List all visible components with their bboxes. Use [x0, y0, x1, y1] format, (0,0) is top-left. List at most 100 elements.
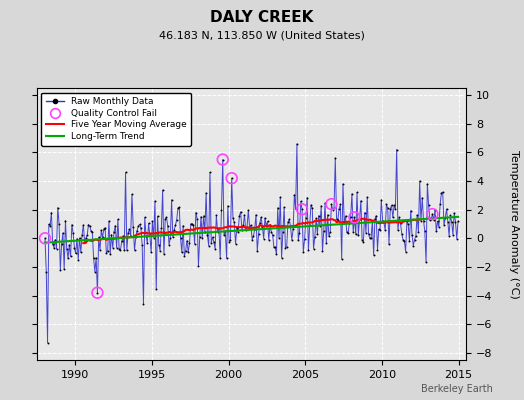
- Point: [224, 203, 232, 209]
- Point: [239, 222, 247, 229]
- Point: [332, 216, 341, 222]
- Point: [444, 218, 452, 225]
- Point: [199, 213, 208, 219]
- Point: [227, 175, 236, 181]
- Point: [404, 221, 412, 228]
- Point: [385, 241, 393, 248]
- Point: [384, 205, 392, 211]
- Point: [70, 245, 79, 251]
- Point: [171, 222, 180, 228]
- Point: [155, 242, 163, 248]
- Point: [222, 255, 231, 262]
- Point: [447, 219, 456, 225]
- Point: [410, 236, 419, 243]
- Point: [198, 234, 206, 241]
- Point: [328, 201, 336, 207]
- Point: [90, 255, 98, 261]
- Point: [226, 237, 235, 243]
- Point: [71, 250, 80, 256]
- Point: [187, 221, 195, 227]
- Point: [119, 233, 127, 239]
- Point: [97, 227, 105, 234]
- Point: [430, 217, 438, 224]
- Point: [209, 234, 217, 240]
- Point: [350, 214, 358, 220]
- Point: [366, 235, 374, 242]
- Point: [357, 198, 365, 204]
- Point: [378, 217, 387, 224]
- Point: [156, 248, 165, 254]
- Point: [178, 249, 186, 256]
- Point: [92, 254, 100, 261]
- Point: [192, 209, 200, 216]
- Point: [257, 214, 265, 220]
- Point: [282, 244, 291, 250]
- Point: [364, 231, 373, 237]
- Point: [355, 216, 364, 222]
- Point: [233, 225, 241, 232]
- Point: [344, 230, 352, 236]
- Point: [163, 223, 172, 229]
- Point: [302, 214, 310, 221]
- Point: [206, 169, 214, 176]
- Point: [407, 207, 415, 214]
- Point: [117, 238, 126, 245]
- Point: [227, 175, 236, 181]
- Point: [389, 214, 397, 220]
- Point: [81, 239, 89, 246]
- Point: [289, 226, 297, 233]
- Point: [291, 206, 300, 212]
- Point: [197, 214, 205, 220]
- Point: [451, 219, 460, 225]
- Point: [140, 214, 149, 220]
- Point: [300, 236, 309, 242]
- Point: [41, 235, 49, 242]
- Point: [330, 205, 338, 212]
- Point: [132, 234, 140, 240]
- Point: [160, 251, 168, 258]
- Point: [331, 155, 340, 161]
- Point: [390, 202, 398, 209]
- Point: [313, 231, 322, 238]
- Point: [45, 221, 53, 228]
- Point: [212, 212, 221, 218]
- Point: [115, 246, 123, 252]
- Point: [162, 214, 171, 220]
- Point: [427, 216, 435, 222]
- Point: [58, 240, 66, 247]
- Point: [157, 225, 166, 231]
- Point: [113, 244, 121, 251]
- Point: [203, 232, 212, 238]
- Point: [341, 213, 350, 219]
- Point: [441, 215, 450, 221]
- Point: [73, 235, 81, 242]
- Point: [59, 230, 67, 236]
- Point: [219, 156, 227, 163]
- Point: [431, 206, 439, 213]
- Point: [435, 224, 443, 230]
- Point: [50, 244, 58, 251]
- Point: [320, 227, 328, 234]
- Point: [184, 249, 192, 255]
- Point: [454, 218, 462, 224]
- Point: [422, 259, 430, 266]
- Point: [279, 228, 287, 235]
- Point: [334, 217, 342, 223]
- Point: [52, 246, 61, 252]
- Point: [241, 212, 249, 218]
- Point: [376, 226, 384, 233]
- Point: [424, 202, 433, 208]
- Point: [101, 224, 110, 231]
- Point: [185, 240, 194, 246]
- Point: [375, 226, 383, 232]
- Point: [329, 206, 337, 213]
- Point: [288, 237, 296, 243]
- Point: [236, 209, 245, 215]
- Point: [270, 244, 278, 250]
- Point: [391, 206, 400, 212]
- Point: [305, 222, 314, 228]
- Point: [403, 218, 411, 224]
- Point: [392, 146, 401, 153]
- Point: [248, 236, 256, 243]
- Point: [304, 247, 313, 254]
